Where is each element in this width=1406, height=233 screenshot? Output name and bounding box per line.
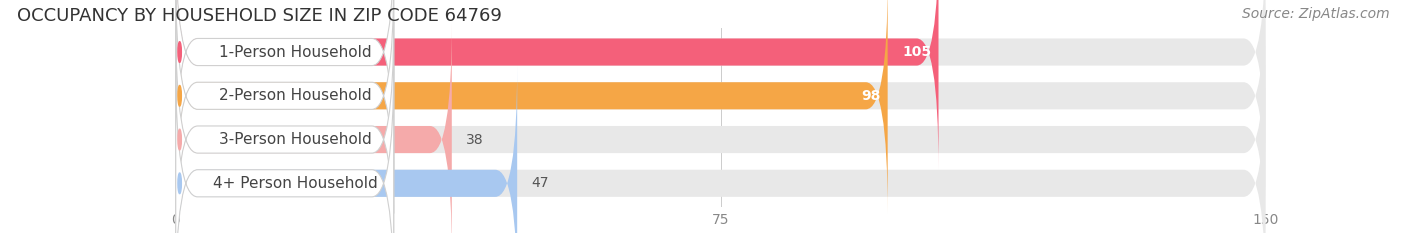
FancyBboxPatch shape <box>176 0 1265 170</box>
Circle shape <box>179 129 181 150</box>
FancyBboxPatch shape <box>176 66 1265 233</box>
Text: 38: 38 <box>467 133 484 147</box>
Text: 1-Person Household: 1-Person Household <box>219 45 373 59</box>
Text: 98: 98 <box>860 89 880 103</box>
Text: OCCUPANCY BY HOUSEHOLD SIZE IN ZIP CODE 64769: OCCUPANCY BY HOUSEHOLD SIZE IN ZIP CODE … <box>17 7 502 25</box>
FancyBboxPatch shape <box>176 0 887 213</box>
FancyBboxPatch shape <box>176 0 1265 213</box>
Circle shape <box>179 42 181 62</box>
FancyBboxPatch shape <box>176 22 451 233</box>
Text: 2-Person Household: 2-Person Household <box>219 88 373 103</box>
Text: Source: ZipAtlas.com: Source: ZipAtlas.com <box>1241 7 1389 21</box>
FancyBboxPatch shape <box>176 0 394 170</box>
Circle shape <box>179 173 181 194</box>
FancyBboxPatch shape <box>176 22 394 233</box>
FancyBboxPatch shape <box>176 66 517 233</box>
Text: 3-Person Household: 3-Person Household <box>219 132 373 147</box>
FancyBboxPatch shape <box>176 0 394 213</box>
FancyBboxPatch shape <box>176 66 394 233</box>
Text: 4+ Person Household: 4+ Person Household <box>214 176 378 191</box>
FancyBboxPatch shape <box>176 22 1265 233</box>
Text: 47: 47 <box>531 176 550 190</box>
Circle shape <box>179 86 181 106</box>
Text: 105: 105 <box>903 45 931 59</box>
FancyBboxPatch shape <box>176 0 939 170</box>
